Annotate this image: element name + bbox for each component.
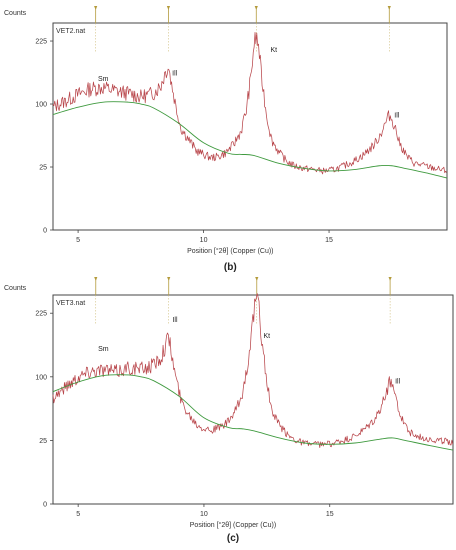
sample-name: VET2.nat bbox=[56, 28, 85, 35]
y-tick-label: 25 bbox=[39, 165, 47, 172]
x-axis-label: Position [°2θ] (Copper (Cu)) bbox=[190, 521, 276, 529]
peak-marker-triangle bbox=[94, 277, 98, 281]
peak-annotation: Ill bbox=[394, 112, 400, 119]
y-axis-label: Counts bbox=[4, 285, 27, 292]
plot-frame bbox=[52, 294, 454, 505]
y-axis-label: Counts bbox=[4, 10, 27, 17]
peak-marker-triangle bbox=[167, 277, 171, 281]
plot-frame bbox=[52, 22, 448, 231]
peak-annotation: Ill bbox=[395, 378, 401, 385]
peak-annotation: Sm bbox=[98, 76, 109, 83]
sample-name: VET3.nat bbox=[56, 300, 85, 307]
panel-label: (b) bbox=[224, 262, 237, 273]
background-curve-line bbox=[52, 374, 454, 451]
y-tick-label: 225 bbox=[35, 39, 47, 46]
peak-marker-triangle bbox=[387, 6, 391, 10]
x-tick-label: 10 bbox=[200, 511, 208, 518]
y-tick-label: 100 bbox=[35, 102, 47, 109]
y-tick-label: 225 bbox=[35, 311, 47, 318]
peak-annotation: Sm bbox=[98, 346, 109, 353]
y-tick-label: 25 bbox=[39, 438, 47, 445]
y-tick-label: 0 bbox=[43, 502, 47, 509]
x-tick-label: 10 bbox=[200, 237, 208, 244]
chart-panel: VET2.nat Counts 0 25 100 225 5 10 15 Position [°2… bbox=[4, 6, 448, 273]
peak-marker-triangle bbox=[255, 277, 259, 281]
measured-pattern-line bbox=[52, 293, 454, 448]
panel-label: (c) bbox=[227, 533, 239, 544]
y-tick-label: 100 bbox=[35, 374, 47, 381]
chart-panel: VET3.nat Counts 0 25 100 225 5 10 15 Position [°2… bbox=[4, 277, 454, 544]
peak-marker-triangle bbox=[166, 6, 171, 10]
x-tick-label: 15 bbox=[325, 237, 333, 244]
peak-annotation: Kt bbox=[264, 333, 271, 340]
peak-marker-triangle bbox=[94, 6, 98, 10]
measured-pattern-line bbox=[52, 31, 447, 175]
x-axis-label: Position [°2θ] (Copper (Cu)) bbox=[187, 247, 273, 255]
peak-marker-triangle bbox=[388, 277, 392, 281]
peak-annotation: Ill bbox=[172, 317, 178, 324]
y-tick-label: 0 bbox=[43, 228, 47, 235]
x-tick-label: 5 bbox=[76, 237, 80, 244]
peak-annotation: Ill bbox=[172, 71, 178, 78]
background-curve-line bbox=[52, 101, 448, 179]
peak-marker-triangle bbox=[254, 6, 258, 10]
x-tick-label: 5 bbox=[76, 511, 80, 518]
x-tick-label: 15 bbox=[326, 511, 334, 518]
peak-annotation: Kt bbox=[271, 47, 278, 54]
